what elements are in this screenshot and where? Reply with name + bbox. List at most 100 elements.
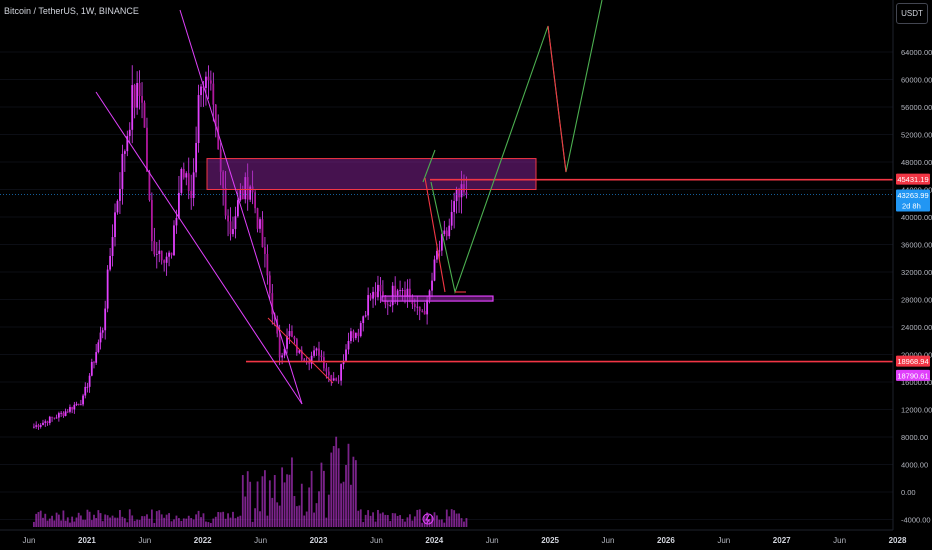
candle-body [372,291,374,299]
candle-body [205,76,207,89]
candle-body [404,290,406,298]
candle-body [119,188,121,201]
candle-body [436,251,438,260]
volume-bar [354,460,357,527]
candle-body [340,364,343,381]
candle-body [192,172,195,198]
volume-bar [313,512,315,527]
volume-bar [244,496,247,527]
candle-body [153,241,156,255]
candle-body [160,250,163,261]
price-tag-label: 45431.19 [897,175,928,184]
volume-bar [197,510,200,527]
volume-bar [261,476,264,527]
volume-bar [126,522,129,527]
volume-bar [303,515,306,527]
candle-body [180,168,183,193]
candle-body [106,269,109,309]
volume-bar [141,516,143,527]
time-tick-label: Jun [602,536,615,545]
volume-bar [123,518,126,527]
volume-bar [88,511,91,527]
volume-bar [418,509,421,527]
time-tick-label: 2025 [541,536,559,545]
price-tick-label: 24000.00 [901,323,932,332]
candle-body [330,375,333,381]
volume-bar [227,513,229,527]
price-tick-label: 60000.00 [901,76,932,85]
candle-body [197,95,200,143]
volume-bar [150,509,153,527]
lightning-icon[interactable] [422,513,434,525]
volume-bar [163,517,166,527]
volume-bar [182,518,185,527]
volume-bar [318,491,320,527]
volume-bar [55,512,58,527]
candle-body [123,151,126,154]
volume-bar [170,521,173,527]
candle-body [423,311,426,315]
volume-bar [121,516,124,527]
volume-bar [377,509,379,527]
candle-body [310,355,313,364]
candle-body [165,256,168,263]
candle-body [77,403,80,405]
candle-body [190,190,193,198]
volume-bar [175,515,178,527]
candle-body [428,290,431,300]
candle-body [37,425,40,427]
volume-bar [251,521,254,527]
volume-bar [381,512,384,527]
symbol-title[interactable]: Bitcoin / TetherUS, 1W, BINANCE [4,6,139,16]
volume-bar [401,518,404,527]
candle-body [256,208,259,229]
candle-body [401,290,404,291]
price-tick-label: 64000.00 [901,48,932,57]
volume-bar [271,497,274,527]
demand-zone-box [381,295,494,302]
volume-bar [79,515,82,527]
candle-body [421,311,424,312]
volume-bar [138,519,141,527]
volume-bar [195,514,198,527]
time-axis[interactable]: Jun 2021 Jun 2022 Jun 2023 Jun 2024 Jun 2025 Jun 20… [0,529,907,545]
currency-button[interactable]: USDT [896,3,928,24]
volume-bar [421,522,424,527]
volume-bar [308,487,311,527]
candle-body [246,177,249,200]
candle-body [379,284,382,292]
candle-body [86,386,89,388]
volume-bar [219,512,222,527]
candle-body [281,355,284,358]
volume-bar [389,521,392,527]
chart-drawings[interactable] [0,0,893,525]
candle-body [450,211,453,226]
volume-bar [229,517,232,527]
candle-body [46,421,49,424]
candle-body [396,290,399,296]
candle-body [138,83,141,97]
candle-body [288,331,291,337]
volume-bar [411,520,414,527]
volume-bar [320,462,323,527]
candle-body [182,168,185,178]
volume-bar [232,511,234,527]
candle-body [222,171,225,189]
volume-bar [286,474,288,527]
candle-body [463,184,465,193]
time-tick-label: 2022 [194,536,212,545]
candle-body [185,173,188,178]
candle-body [259,219,261,229]
volume-bar [433,512,436,527]
volume-bar [264,470,266,527]
candle-body [315,348,318,351]
volume-bar [44,513,47,527]
volume-bar [276,502,279,527]
price-tag-label: 18790.61 [897,371,928,380]
volume-bar [53,520,56,527]
volume-bar [460,518,463,527]
time-tick-label: 2021 [78,536,96,545]
lightning-icon-glyph [425,514,430,524]
volume-bar [246,471,249,527]
